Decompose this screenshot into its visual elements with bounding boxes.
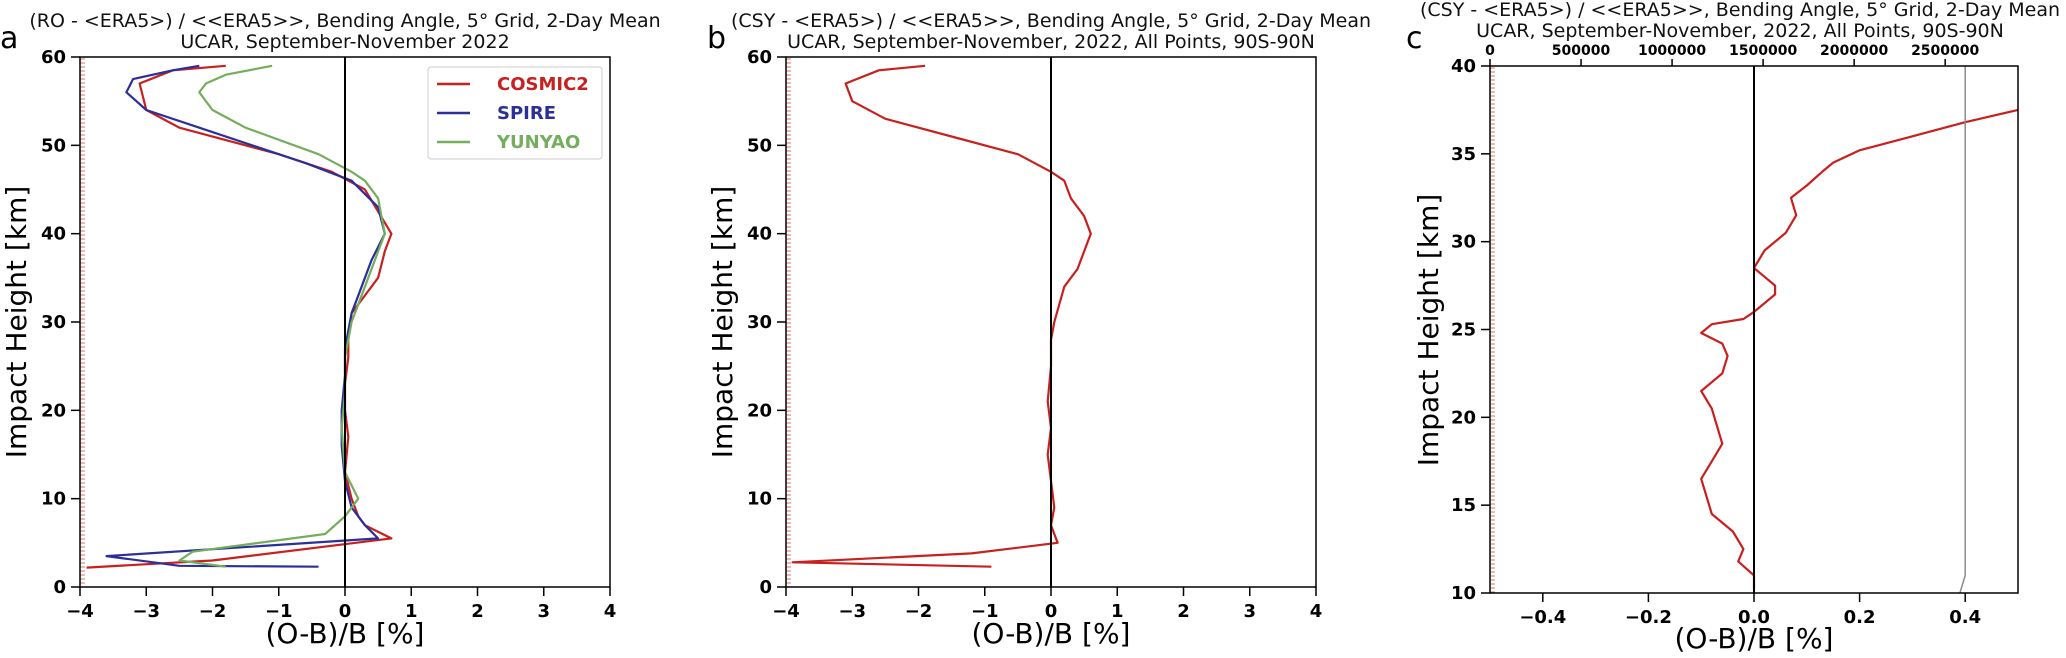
panel-a-ylabel: Impact Height [km] [0,186,33,459]
x-tick-label: 3 [1243,601,1256,622]
x-tick-label: −2 [199,601,227,622]
series-line-line-1 [1700,108,2019,590]
panel-a-lines [86,64,393,569]
x-tick-label: 4 [604,601,617,622]
x-tick-label: −1 [971,601,999,622]
x-tick-label: 2 [471,601,484,622]
x-tick-label: −4 [772,601,800,622]
top-tick-label: 2000000 [1820,43,1888,59]
panel-c-subtitle: UCAR, September-November, 2022, All Poin… [1476,20,2004,42]
y-tick-label: 20 [41,400,66,421]
legend-label-cosmic2: COSMIC2 [497,74,589,95]
panel-b-lines [791,64,1092,568]
panel-c-hatch-marks [1490,67,1495,593]
y-tick-label: 10 [1451,583,1476,604]
panel-a-hatch-marks [80,58,85,584]
y-tick-label: 0 [759,577,772,598]
series-line-line-2 [1959,66,1966,594]
y-tick-label: 10 [41,489,66,510]
x-tick-label: 4 [1310,601,1323,622]
y-tick-label: 10 [747,489,772,510]
x-tick-label: −1 [265,601,293,622]
x-tick-label: −0.2 [1625,607,1672,628]
top-tick-label: 2500000 [1911,43,1979,59]
panel-c-ylabel: Impact Height [km] [1412,194,1445,467]
x-tick-label: −4 [66,601,94,622]
y-tick-label: 20 [1451,407,1476,428]
panel-c-top-ticks: 0 500000 1000000 1500000 2000000 2500000 [1485,43,1980,66]
legend-box [427,66,603,160]
panel-c: c (CSY - <ERA5>) / <<ERA5>>, Bending Ang… [1406,0,2060,655]
y-tick-label: 15 [1451,495,1476,516]
y-tick-label: 60 [747,47,772,68]
y-tick-label: 40 [41,224,66,245]
x-tick-label: 1 [1111,601,1124,622]
top-tick-label: 0 [1485,43,1495,59]
x-tick-label: 0.0 [1738,607,1770,628]
x-tick-label: 0.2 [1844,607,1876,628]
y-tick-label: 60 [41,47,66,68]
x-tick-label: −2 [905,601,933,622]
y-tick-label: 50 [747,135,772,156]
panel-c-ticks: −0.4 −0.2 0.0 0.2 0.4 10 15 20 25 30 35 40 [1451,56,1981,628]
y-tick-label: 40 [1451,56,1476,77]
panel-a-legend: COSMIC2 SPIRE YUNYAO [427,66,603,160]
panel-c-letter: c [1406,21,1423,56]
y-tick-label: 20 [747,400,772,421]
y-tick-label: 0 [53,577,66,598]
panel-c-title: (CSY - <ERA5>) / <<ERA5>>, Bending Angle… [1420,0,2060,21]
panel-b-xlabel: (O-B)/B [%] [972,617,1131,650]
panel-b-hatch-marks [786,58,791,584]
top-tick-label: 1500000 [1729,43,1797,59]
panel-a-xlabel: (O-B)/B [%] [266,617,425,650]
x-tick-label: 1 [405,601,418,622]
panel-a-subtitle: UCAR, September-November 2022 [180,31,509,53]
series-line-yunyao [178,64,386,568]
y-tick-label: 30 [747,312,772,333]
panel-a-title: (RO - <ERA5>) / <<ERA5>>, Bending Angle,… [29,10,660,32]
panel-c-xlabel: (O-B)/B [%] [1675,622,1834,655]
x-tick-label: −3 [838,601,866,622]
top-tick-label: 1000000 [1638,43,1706,59]
legend-label-yunyao: YUNYAO [496,132,580,153]
panel-b-title: (CSY - <ERA5>) / <<ERA5>>, Bending Angle… [731,10,1371,32]
panel-c-frame [1489,65,2019,594]
x-tick-label: −0.4 [1519,607,1566,628]
series-line-line-1 [791,64,1092,568]
x-tick-label: 0 [339,601,352,622]
panel-b-letter: b [707,21,726,56]
panel-a: a (RO - <ERA5>) / <<ERA5>>, Bending Angl… [0,10,661,650]
y-tick-label: 30 [41,312,66,333]
y-tick-label: 40 [747,224,772,245]
x-tick-label: −3 [132,601,160,622]
y-tick-label: 25 [1451,320,1476,341]
legend-label-spire: SPIRE [497,103,556,124]
panel-c-lines [1700,66,2019,594]
x-tick-label: 3 [537,601,550,622]
panel-b-frame [785,56,1317,588]
panel-a-frame [79,56,611,588]
top-tick-label: 500000 [1552,43,1611,59]
x-tick-label: 0 [1045,601,1058,622]
x-tick-label: 0.4 [1949,607,1981,628]
x-tick-label: 2 [1177,601,1190,622]
y-tick-label: 30 [1451,232,1476,253]
panel-b: b (CSY - <ERA5>) / <<ERA5>>, Bending Ang… [706,10,1371,650]
panel-b-ylabel: Impact Height [km] [706,186,739,459]
panel-a-letter: a [0,21,18,56]
y-tick-label: 50 [41,135,66,156]
y-tick-label: 35 [1451,144,1476,165]
panel-b-subtitle: UCAR, September-November, 2022, All Poin… [787,31,1315,53]
series-line-spire [105,64,386,568]
